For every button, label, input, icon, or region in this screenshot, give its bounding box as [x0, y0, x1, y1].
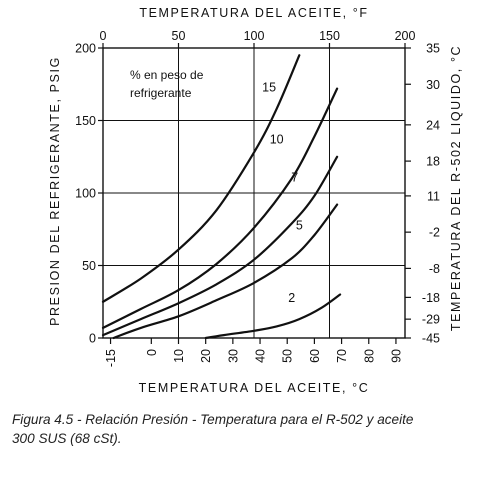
left-axis-title: PRESION DEL REFRIGERANTE, PSIG — [48, 56, 62, 326]
right-tick-label: 11 — [427, 189, 440, 203]
series-label-15-pct: 15 — [262, 81, 276, 95]
series-line-5-pct — [112, 203, 339, 340]
pressure-temperature-chart: TEMPERATURA DEL ACEITE, °F TEMPERATURA D… — [48, 6, 463, 395]
top-axis-title: TEMPERATURA DEL ACEITE, °F — [139, 6, 368, 20]
bottom-tick-label: -15 — [104, 349, 118, 367]
caption-line-2: 300 SUS (68 cSt). — [12, 431, 122, 446]
left-tick-label: 100 — [75, 187, 96, 201]
bottom-tick-label: 60 — [308, 349, 322, 363]
series-curves — [101, 54, 342, 340]
left-tick-label: 150 — [75, 114, 96, 128]
top-tick-label: 150 — [319, 29, 340, 43]
left-tick-label: 50 — [82, 259, 96, 273]
caption-line-1: Figura 4.5 - Relación Presión - Temperat… — [12, 412, 414, 427]
bottom-tick-label: 30 — [226, 349, 240, 363]
left-tick-label: 200 — [75, 42, 96, 56]
series-line-7-pct — [101, 155, 339, 337]
bottom-tick-label: 90 — [389, 349, 403, 363]
bottom-axis-title: TEMPERATURA DEL ACEITE, °C — [139, 381, 370, 395]
top-tick-label: 100 — [244, 29, 265, 43]
series-line-2-pct — [204, 293, 342, 340]
right-tick-label: -2 — [429, 226, 440, 240]
bottom-tick-label: 50 — [281, 349, 295, 363]
bottom-tick-label: 70 — [335, 349, 349, 363]
annotation-line-2: refrigerante — [130, 86, 192, 100]
figure-caption: Figura 4.5 - Relación Presión - Temperat… — [12, 410, 492, 448]
series-label-5-pct: 5 — [296, 218, 303, 232]
series-line-10-pct — [101, 87, 339, 329]
annotation-line-1: % en peso de — [130, 68, 204, 82]
right-axis-title: TEMPERATURA DEL R-502 LIQUIDO, °C — [449, 45, 463, 331]
series-label-2-pct: 2 — [288, 291, 295, 305]
series-label-7-pct: 7 — [291, 170, 298, 184]
bottom-tick-label: 20 — [199, 349, 213, 363]
series-labels: 15 10 7 5 2 — [262, 81, 303, 305]
top-tick-label: 200 — [395, 29, 416, 43]
right-tick-label: -29 — [422, 313, 440, 327]
series-label-10-pct: 10 — [270, 133, 284, 147]
top-tick-label: 50 — [172, 29, 186, 43]
right-tick-label: 35 — [426, 42, 440, 56]
right-tick-label: -18 — [422, 291, 440, 305]
right-tick-label: 30 — [426, 78, 440, 92]
bottom-tick-label: 80 — [362, 349, 376, 363]
bottom-tick-label: 10 — [172, 349, 186, 363]
right-tick-label: 18 — [426, 155, 440, 169]
bottom-tick-label: 0 — [145, 349, 159, 356]
left-tick-label: 0 — [89, 332, 96, 346]
right-tick-label: -8 — [429, 262, 440, 276]
bottom-tick-label: 40 — [254, 349, 268, 363]
top-tick-label: 0 — [100, 29, 107, 43]
right-tick-label: 24 — [426, 118, 440, 132]
series-line-15-pct — [101, 54, 301, 303]
right-tick-label: -45 — [422, 332, 440, 346]
